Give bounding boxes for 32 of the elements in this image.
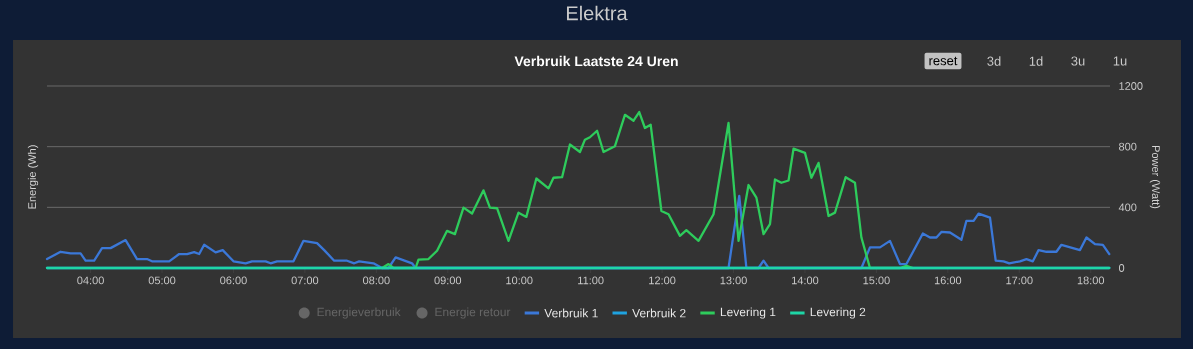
text: 3d	[987, 56, 1001, 66]
x-tick-label: 10:00	[506, 276, 533, 285]
legend-label: Levering 1	[720, 307, 776, 319]
legend-label: Levering 2	[810, 307, 866, 319]
text: 1u	[1113, 56, 1127, 66]
x-tick-label: 13:00	[720, 276, 747, 285]
y2-tick-label: 1200	[1119, 82, 1143, 90]
x-tick-label: 18:00	[1077, 276, 1105, 285]
x-tick-label: 11:00	[578, 276, 604, 285]
x-tick-label: 08:00	[363, 276, 390, 285]
legend-label: Verbruik 1	[544, 308, 598, 318]
y2-tick-label: 400	[1118, 203, 1137, 212]
text: 1d	[1029, 56, 1043, 66]
y2-tick-label: 800	[1119, 142, 1137, 151]
x-tick-label: 04:00	[77, 276, 104, 285]
x-tick-label: 06:00	[220, 276, 247, 285]
chart-title: Elektra	[567, 5, 628, 21]
legend-label: Verbruik 2	[632, 308, 686, 318]
x-tick-label: 12:00	[649, 276, 676, 285]
y2-tick-label: 0	[1118, 264, 1125, 272]
chart-subtitle: Verbruik Laatste 24 Uren	[514, 55, 678, 67]
y-axis-title: Energie (Wh)	[27, 145, 39, 209]
x-tick-label: 05:00	[148, 276, 176, 285]
x-tick-label: 16:00	[934, 276, 962, 285]
text: reset	[929, 56, 958, 66]
x-tick-label: 09:00	[434, 276, 462, 285]
text: 3u	[1071, 56, 1085, 66]
x-tick-label: 14:00	[792, 276, 819, 285]
x-tick-label: 15:00	[863, 276, 890, 285]
x-tick-label: 07:00	[291, 276, 319, 285]
x-tick-label: 17:00	[1006, 276, 1033, 285]
y2-axis-title: Power (Watt)	[1149, 146, 1161, 209]
